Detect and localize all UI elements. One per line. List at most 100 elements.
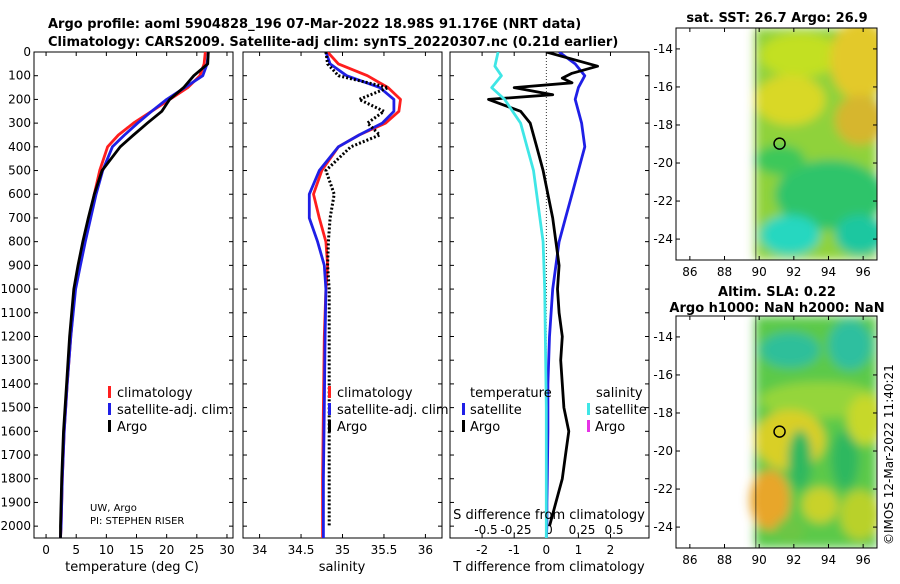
map-x-tick-label: 86: [682, 265, 697, 279]
map-y-tick-label: -20: [653, 444, 673, 458]
legend-header-temperature: temperature: [470, 386, 552, 401]
legend-swatch-satellite-adj: [328, 403, 331, 415]
map-x-tick-label: 88: [717, 553, 732, 567]
y-tick-label: 2000: [0, 519, 31, 533]
y-tick-label: 1100: [0, 306, 31, 320]
sla-map-panel: Altim. SLA: 0.22 Argo h1000: NaN h2000: …: [653, 285, 884, 567]
temperature-panel: 0 5 10 15 20 25 300100200300400500600700800900…: [0, 45, 234, 575]
y-tick-label: 900: [8, 258, 31, 272]
legend-swatch-argo: [328, 420, 331, 432]
legend-swatch-temp-satellite: [462, 403, 465, 415]
salinity-legend: climatology satellite-adj. clim. Argo: [328, 386, 453, 435]
x-tick-label: -1: [508, 543, 520, 557]
series-line-satellite-adj-clim-: [307, 52, 396, 538]
legend-swatch-sal-argo: [587, 420, 590, 432]
map-y-tick-label: -14: [653, 330, 673, 344]
top-tick-label: 0.25: [569, 523, 596, 537]
map-y-tick-label: -24: [653, 232, 673, 246]
x-tick-label: -2: [476, 543, 488, 557]
legend-swatch-argo: [108, 420, 111, 432]
y-tick-label: 100: [8, 69, 31, 83]
y-tick-label: 1600: [0, 424, 31, 438]
credit-line2: PI: STEPHEN RISER: [90, 516, 184, 527]
map-x-tick-label: 90: [752, 553, 767, 567]
legend-label-climatology: climatology: [337, 386, 413, 401]
top-tick-label: 0: [545, 523, 553, 537]
difference-top-axis-label: S difference from climatology: [453, 508, 645, 523]
legend-swatch-sal-satellite: [587, 403, 590, 415]
sla-map-title-line1: Altim. SLA: 0.22: [718, 285, 836, 300]
map-x-tick-label: 94: [821, 553, 836, 567]
sst-map-frame: [675, 27, 878, 261]
map-y-tick-label: -14: [653, 42, 673, 56]
y-tick-label: 600: [8, 187, 31, 201]
legend-label-temp-satellite: satellite: [470, 403, 522, 418]
y-tick-label: 1500: [0, 401, 31, 415]
top-tick-label: 0.5: [604, 523, 623, 537]
difference-legend: temperature satellite Argo salinity sate…: [462, 386, 647, 435]
difference-panel: -2 -1 0 1 2 -0.5 -0.25 0 0.25 0.5 T difference fr…: [449, 51, 650, 575]
difference-axes-frame: [449, 51, 650, 539]
map-y-tick-label: -16: [653, 368, 673, 382]
x-tick-label: 0: [42, 543, 50, 557]
x-tick-label: 34: [252, 543, 267, 557]
x-tick-label: 35: [335, 543, 350, 557]
map-y-tick-label: -18: [653, 406, 673, 420]
y-tick-label: 0: [23, 45, 31, 59]
map-x-tick-label: 96: [855, 553, 870, 567]
map-y-tick-label: -22: [653, 194, 673, 208]
sla-map-float-marker: [773, 425, 786, 438]
credit-line1: UW, Argo: [90, 503, 137, 514]
x-tick-label: 10: [99, 543, 114, 557]
temperature-ticks: 0 5 10 15 20 25 300100200300400500600700800900…: [0, 45, 234, 557]
y-tick-label: 1400: [0, 377, 31, 391]
map-y-tick-label: -16: [653, 80, 673, 94]
legend-label-climatology: climatology: [117, 386, 193, 401]
sst-map-field: [755, 28, 877, 260]
map-x-tick-label: 92: [786, 265, 801, 279]
x-tick-label: 15: [129, 543, 144, 557]
legend-label-argo: Argo: [117, 420, 147, 435]
temperature-legend: climatology satellite-adj. clim. Argo: [108, 386, 233, 435]
map-x-tick-label: 94: [821, 265, 836, 279]
y-tick-label: 1300: [0, 353, 31, 367]
difference-ticks: -2 -1 0 1 2 -0.5 -0.25 0 0.25 0.5: [450, 51, 649, 557]
legend-label-satellite-adj: satellite-adj. clim.: [337, 403, 453, 418]
top-tick-label: -0.5: [474, 523, 497, 537]
sla-map-field: [750, 316, 877, 548]
map-y-tick-label: -24: [653, 520, 673, 534]
x-tick-label: 2: [607, 543, 615, 557]
sst-map-panel: sat. SST: 26.7 Argo: 26.9 86 88 90 92 94 96 -1…: [653, 11, 878, 279]
top-tick-label: -0.25: [500, 523, 531, 537]
map-x-tick-label: 86: [682, 553, 697, 567]
y-tick-label: 400: [8, 140, 31, 154]
series-line-salinity-satellite: [490, 52, 548, 538]
x-tick-label: 35.5: [371, 543, 398, 557]
legend-swatch-satellite-adj: [108, 403, 111, 415]
y-tick-label: 1000: [0, 282, 31, 296]
difference-xlabel: T difference from climatology: [452, 560, 645, 575]
x-tick-label: 34.5: [288, 543, 315, 557]
figure-title-line1: Argo profile: aoml 5904828_196 07-Mar-20…: [48, 17, 581, 32]
legend-label-argo: Argo: [337, 420, 367, 435]
legend-header-salinity: salinity: [596, 386, 643, 401]
map-x-tick-label: 96: [855, 265, 870, 279]
sla-map-frame: [675, 315, 878, 549]
salinity-axes-frame: [242, 51, 443, 539]
y-tick-label: 1700: [0, 448, 31, 462]
legend-swatch-climatology: [328, 386, 331, 398]
temperature-lines: [59, 52, 210, 538]
legend-label-sal-argo: Argo: [595, 420, 625, 435]
x-tick-label: 36: [418, 543, 433, 557]
map-y-tick-label: -22: [653, 482, 673, 496]
sst-map-ticks: 86 88 90 92 94 96 -14 -16 -18 -20 -22 -24: [653, 28, 877, 279]
x-tick-label: 1: [575, 543, 583, 557]
legend-label-temp-argo: Argo: [470, 420, 500, 435]
x-tick-label: 25: [189, 543, 204, 557]
y-tick-label: 300: [8, 116, 31, 130]
salinity-xlabel: salinity: [319, 560, 366, 575]
sla-map-ticks: 86 88 90 92 94 96 -14 -16 -18 -20 -22 -24: [653, 316, 877, 567]
legend-label-satellite-adj: satellite-adj. clim.: [117, 403, 233, 418]
map-y-tick-label: -20: [653, 156, 673, 170]
sst-map-title: sat. SST: 26.7 Argo: 26.9: [686, 11, 867, 26]
